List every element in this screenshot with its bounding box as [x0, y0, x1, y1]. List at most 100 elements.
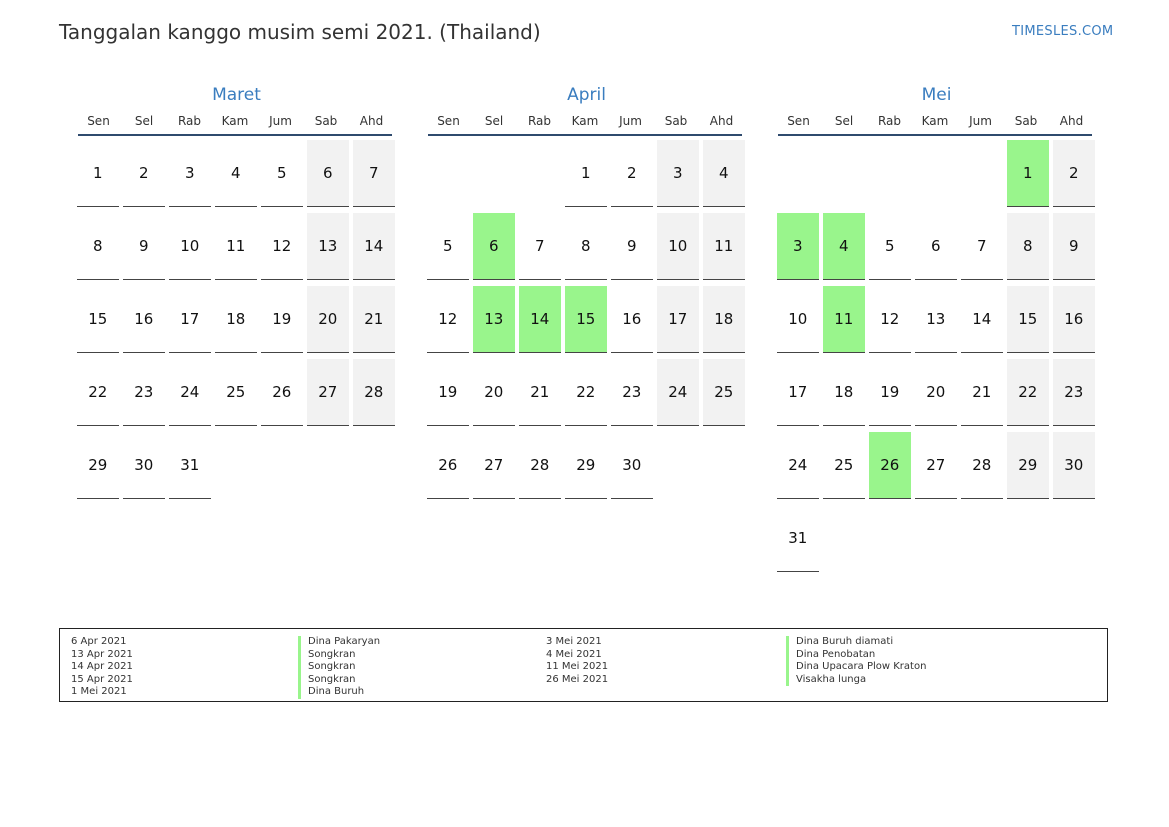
- legend-holiday-name: Dina Penobatan: [786, 648, 926, 661]
- day-cell: 18: [703, 286, 745, 353]
- day-cell: 6: [307, 140, 349, 207]
- legend-date: 14 Apr 2021: [71, 661, 133, 672]
- day-cell: 31: [777, 505, 819, 572]
- day-cell: 10: [169, 213, 211, 280]
- day-cell: 16: [1053, 286, 1095, 353]
- day-cell: 21: [961, 359, 1003, 426]
- day-cell: 4: [703, 140, 745, 207]
- day-cell: 12: [261, 213, 303, 280]
- day-cell: 19: [869, 359, 911, 426]
- day-cell: 23: [611, 359, 653, 426]
- day-cell: 10: [657, 213, 699, 280]
- day-cell: 25: [703, 359, 745, 426]
- day-cell: 22: [77, 359, 119, 426]
- day-cell: 21: [519, 359, 561, 426]
- legend-holiday-name: Dina Buruh diamati: [786, 636, 926, 649]
- month-name: April: [567, 85, 606, 105]
- day-cell: 30: [123, 432, 165, 499]
- day-cell: 12: [869, 286, 911, 353]
- legend-date: 4 Mei 2021: [546, 648, 602, 660]
- weekday-label: Sel: [834, 114, 854, 128]
- legend-holiday-name: Dina Buruh: [298, 686, 380, 699]
- weekday-label: Rab: [527, 114, 552, 128]
- day-cell: 7: [353, 140, 395, 207]
- day-cell: 26: [869, 432, 911, 499]
- day-cell: 17: [657, 286, 699, 353]
- legend-holiday-name: Songkran: [298, 648, 380, 661]
- day-cell: 10: [777, 286, 819, 353]
- day-cell: 25: [823, 432, 865, 499]
- day-cell: 13: [307, 213, 349, 280]
- day-cell: 3: [777, 213, 819, 280]
- day-cell: 6: [473, 213, 515, 280]
- weekday-label: Sel: [134, 114, 154, 128]
- day-cell: 14: [519, 286, 561, 353]
- day-cell: 12: [427, 286, 469, 353]
- day-cell: 4: [215, 140, 257, 207]
- day-cell: 4: [823, 213, 865, 280]
- weekday-label: Kam: [921, 114, 949, 128]
- weekday-label: Sen: [87, 114, 110, 128]
- day-cell: 8: [77, 213, 119, 280]
- day-cell: 28: [353, 359, 395, 426]
- day-cell: 19: [261, 286, 303, 353]
- legend-date: 3 Mei 2021: [546, 636, 602, 647]
- day-cell: 1: [565, 140, 607, 207]
- day-cell: 18: [215, 286, 257, 353]
- day-cell: 3: [169, 140, 211, 207]
- legend-holiday-name: Dina Pakaryan: [298, 636, 380, 649]
- day-cell: 1: [77, 140, 119, 207]
- day-cell: 8: [565, 213, 607, 280]
- weekday-header: Sen Sel Rab Kam Jum Sab Ahd: [78, 108, 392, 136]
- month-name: Maret: [212, 85, 261, 105]
- legend-names-left: Dina Pakaryan Songkran Songkran Songkran…: [298, 636, 380, 699]
- day-cell: 2: [123, 140, 165, 207]
- day-cell: 9: [123, 213, 165, 280]
- day-cell: 7: [519, 213, 561, 280]
- day-cell: 7: [961, 213, 1003, 280]
- day-cell: 26: [261, 359, 303, 426]
- legend-date: 11 Mei 2021: [546, 661, 609, 672]
- day-cell: 16: [611, 286, 653, 353]
- day-cell: 27: [915, 432, 957, 499]
- weekday-label: Kam: [221, 114, 249, 128]
- day-cell: 5: [261, 140, 303, 207]
- weekday-label: Jum: [619, 114, 642, 128]
- day-cell: 28: [961, 432, 1003, 499]
- day-cell: 14: [961, 286, 1003, 353]
- brand-link[interactable]: TIMESLES.COM: [1012, 24, 1114, 39]
- day-cell: 16: [123, 286, 165, 353]
- legend-holiday-name: Songkran: [298, 673, 380, 686]
- legend-date: 15 Apr 2021: [71, 673, 133, 685]
- legend-dates-left: 6 Apr 2021 13 Apr 2021 14 Apr 2021 15 Ap…: [71, 636, 133, 699]
- month-name: Mei: [921, 85, 952, 105]
- day-cell: 21: [353, 286, 395, 353]
- day-cell: 9: [1053, 213, 1095, 280]
- weekday-label: Kam: [571, 114, 599, 128]
- day-cell: 26: [427, 432, 469, 499]
- day-cell: 15: [565, 286, 607, 353]
- day-cell: 11: [215, 213, 257, 280]
- day-cell: 20: [473, 359, 515, 426]
- day-cell: 3: [657, 140, 699, 207]
- day-cell: 2: [611, 140, 653, 207]
- legend-holiday-name: Songkran: [298, 661, 380, 674]
- day-cell: 6: [915, 213, 957, 280]
- page-title: Tanggalan kanggo musim semi 2021. (Thail…: [59, 20, 541, 44]
- weekday-header: Sen Sel Rab Kam Jum Sab Ahd: [428, 108, 742, 136]
- weekday-label: Jum: [969, 114, 992, 128]
- day-cell: 15: [1007, 286, 1049, 353]
- day-cell: 18: [823, 359, 865, 426]
- day-cell: 8: [1007, 213, 1049, 280]
- day-cell: 13: [915, 286, 957, 353]
- day-cell: 13: [473, 286, 515, 353]
- weekday-label: Sen: [787, 114, 810, 128]
- day-cell: 29: [77, 432, 119, 499]
- weekday-label: Rab: [877, 114, 902, 128]
- legend-date: 1 Mei 2021: [71, 686, 127, 697]
- weekday-label: Sel: [484, 114, 504, 128]
- day-cell: 9: [611, 213, 653, 280]
